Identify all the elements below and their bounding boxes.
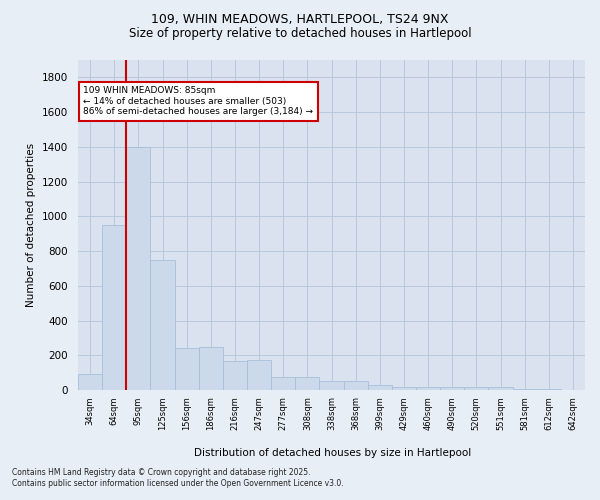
Bar: [319, 382, 344, 390]
Bar: [344, 382, 368, 390]
Bar: [151, 260, 175, 390]
Bar: [464, 388, 488, 390]
Bar: [295, 377, 319, 390]
Bar: [78, 374, 102, 390]
Bar: [488, 388, 512, 390]
Y-axis label: Number of detached properties: Number of detached properties: [26, 143, 37, 307]
Bar: [440, 386, 464, 390]
Bar: [102, 225, 126, 390]
Bar: [512, 389, 537, 390]
Bar: [247, 360, 271, 390]
Bar: [223, 362, 247, 390]
Text: Size of property relative to detached houses in Hartlepool: Size of property relative to detached ho…: [128, 28, 472, 40]
Text: Contains HM Land Registry data © Crown copyright and database right 2025.
Contai: Contains HM Land Registry data © Crown c…: [12, 468, 344, 487]
Bar: [199, 348, 223, 390]
Bar: [537, 389, 561, 390]
Text: 109 WHIN MEADOWS: 85sqm
← 14% of detached houses are smaller (503)
86% of semi-d: 109 WHIN MEADOWS: 85sqm ← 14% of detache…: [83, 86, 313, 116]
Bar: [175, 348, 199, 390]
Bar: [416, 386, 440, 390]
Bar: [392, 386, 416, 390]
Bar: [271, 377, 295, 390]
Text: Distribution of detached houses by size in Hartlepool: Distribution of detached houses by size …: [194, 448, 472, 458]
Bar: [368, 385, 392, 390]
Text: 109, WHIN MEADOWS, HARTLEPOOL, TS24 9NX: 109, WHIN MEADOWS, HARTLEPOOL, TS24 9NX: [151, 12, 449, 26]
Bar: [126, 147, 151, 390]
